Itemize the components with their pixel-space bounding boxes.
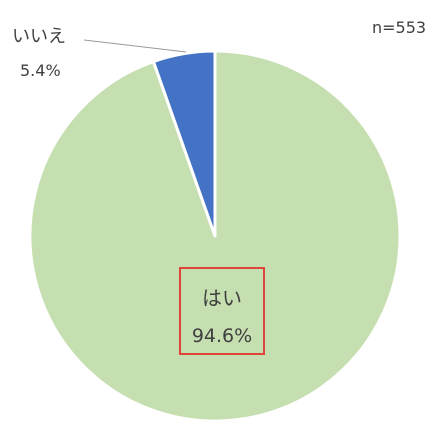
pie-slices — [28, 49, 402, 421]
slice-label-iie: いいえ — [12, 26, 66, 47]
sample-size-label: n=553 — [372, 18, 426, 37]
slice-label-hai: はい — [202, 286, 242, 310]
slice-value-iie: 5.4% — [20, 61, 61, 80]
highlight-box — [179, 267, 265, 355]
leader-line-iie — [83, 39, 187, 53]
slice-value-hai: 94.6% — [192, 325, 252, 347]
pie-slice-iie — [151, 49, 217, 238]
